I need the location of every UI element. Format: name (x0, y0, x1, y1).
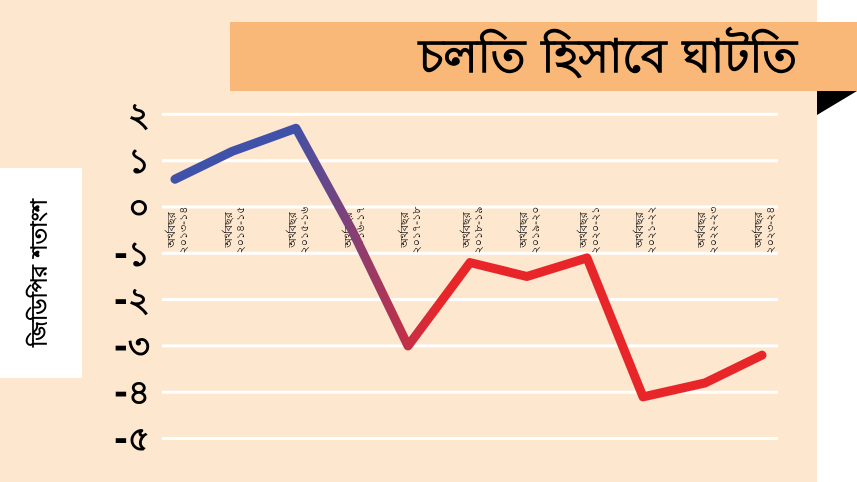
chart-title: চলতি হিসাবে ঘাটতি (418, 29, 797, 83)
x-tick-label-line1: অর্থবছর (286, 211, 299, 248)
x-tick-label-line2: ২০২১-২২ (645, 207, 658, 254)
x-tick-label-line1: অর্থবছর (752, 211, 765, 248)
x-tick-label-line2: ২০১৭-১৮ (410, 207, 423, 254)
y-tick-label: -৪ (114, 373, 150, 413)
x-tick-label: অর্থবছর ২০১৭-১৮ (398, 207, 423, 254)
x-tick-label: অর্থবছর ২০১৮-১৯ (460, 207, 485, 254)
title-banner: চলতি হিসাবে ঘাটতি (230, 22, 857, 91)
x-tick-label: অর্থবছর ২০২৩-২৪ (752, 207, 777, 254)
x-tick-label-line2: ২০১৩-১৪ (177, 207, 190, 254)
x-tick-label: অর্থবছর ২০১৩-১৪ (165, 207, 190, 254)
x-tick-label-line1: অর্থবছর (398, 211, 411, 248)
x-tick-label-line1: অর্থবছর (633, 211, 646, 248)
y-tick-label: -৩ (114, 327, 150, 367)
x-tick-label: অর্থবছর ২০১৪-১৫ (222, 207, 247, 254)
x-tick-label: অর্থবছর ২০১৯-২০ (517, 207, 542, 254)
x-tick-label-line1: অর্থবছর (222, 211, 235, 248)
x-tick-label-line2: ২০২৩-২৪ (764, 207, 777, 254)
x-tick-label-line2: ২০২২-২৩ (707, 207, 720, 254)
y-tick-label: -১ (114, 234, 150, 274)
x-tick-label-line2: ২০২০-২১ (589, 207, 602, 254)
x-tick-label-line1: অর্থবছর (460, 211, 473, 248)
x-tick-label-line1: অর্থবছর (517, 211, 530, 248)
y-tick-label: -২ (114, 281, 150, 321)
series-line (170, 123, 767, 402)
x-tick-label: অর্থবছর ২০২২-২৩ (695, 207, 720, 254)
x-tick-label-line1: অর্থবছর (165, 211, 178, 248)
banner-corner-triangle (817, 91, 857, 115)
y-axis-label-box: জিডিপির শতাংশ (0, 168, 82, 378)
y-tick-label: ২ (128, 95, 150, 135)
x-tick-label-line2: ২০১৪-১৫ (234, 207, 247, 254)
y-tick-label: ১ (128, 142, 150, 182)
x-tick-label: অর্থবছর ২০২০-২১ (577, 207, 602, 254)
x-tick-label-line1: অর্থবছর (577, 211, 590, 248)
x-tick-label-line1: অর্থবছর (695, 211, 708, 248)
x-tick-label-line2: ২০১৫-১৬ (298, 207, 311, 254)
x-tick-label-line2: ২০১৯-২০ (529, 207, 542, 254)
x-tick-label: অর্থবছর ২০২১-২২ (633, 207, 658, 254)
x-tick-label: অর্থবছর ২০১৫-১৬ (286, 207, 311, 254)
y-tick-label: ০ (128, 188, 150, 228)
x-tick-label-line2: ২০১৮-১৯ (472, 207, 485, 254)
y-tick-label: -৫ (114, 420, 150, 460)
